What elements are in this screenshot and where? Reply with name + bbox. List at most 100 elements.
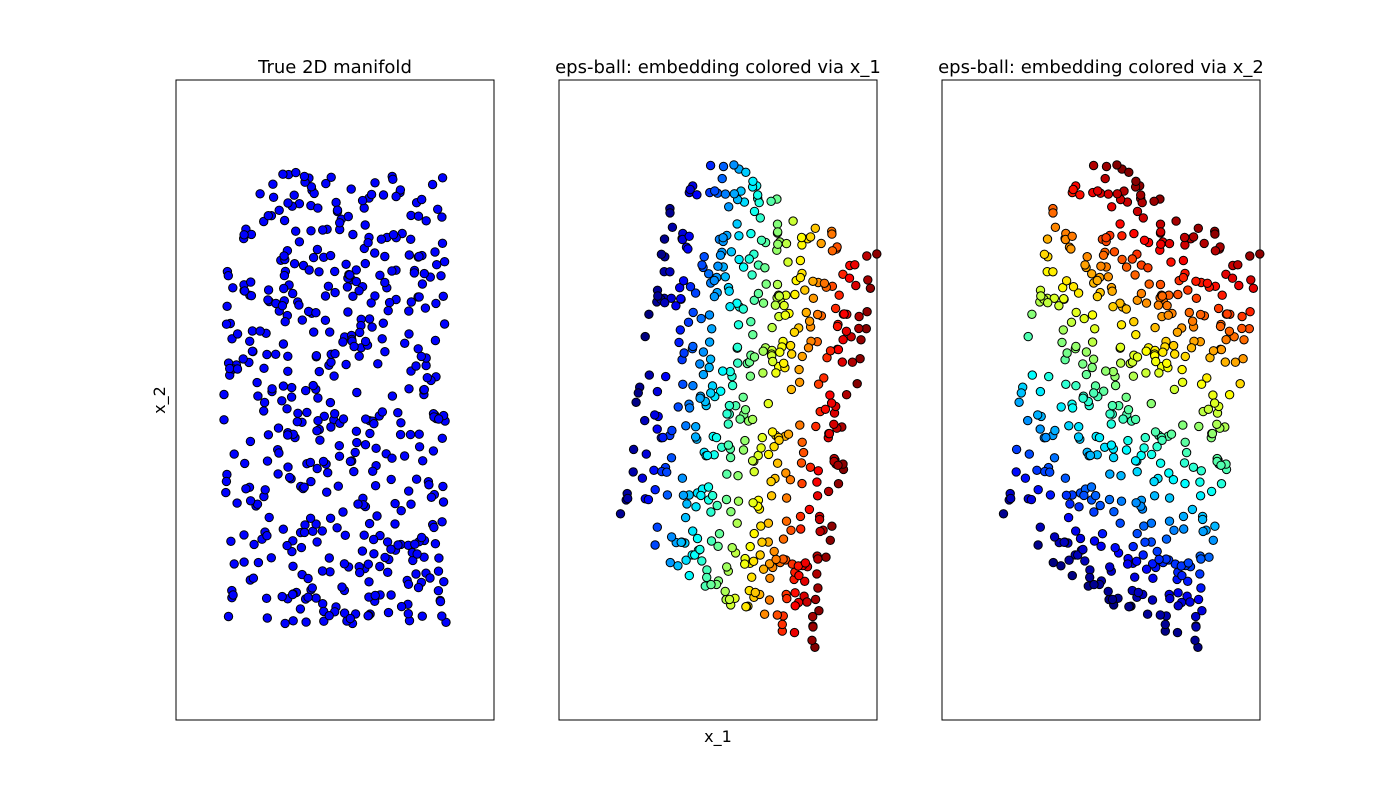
- scatter-point: [1116, 496, 1127, 506]
- scatter-point: [360, 220, 370, 230]
- scatter-point: [1078, 544, 1088, 555]
- scatter-point: [279, 251, 289, 261]
- scatter-point: [396, 506, 406, 516]
- scatter-point: [685, 184, 695, 195]
- scatter-point: [760, 263, 770, 273]
- scatter-point: [1131, 176, 1141, 187]
- scatter-point: [438, 291, 448, 301]
- scatter-point: [652, 386, 663, 397]
- scatter-point: [862, 251, 872, 261]
- scatter-point: [1089, 507, 1099, 517]
- scatter-point: [228, 590, 238, 600]
- scatter-point: [416, 532, 427, 543]
- title-true-manifold: True 2D manifold: [257, 57, 412, 78]
- scatter-point: [437, 433, 447, 443]
- scatter-point: [1078, 393, 1088, 403]
- scatter-point: [696, 313, 706, 324]
- scatter-point: [1079, 490, 1089, 501]
- scatter-point: [789, 327, 800, 337]
- scatter-point: [704, 310, 715, 320]
- scatter-point: [219, 389, 229, 400]
- scatter-point: [1056, 402, 1066, 412]
- scatter-point: [380, 277, 390, 288]
- scatter-point: [688, 381, 698, 391]
- scatter-point: [403, 609, 413, 619]
- scatter-point: [1115, 518, 1125, 528]
- scatter-point: [369, 549, 379, 559]
- scatter-point: [319, 411, 329, 421]
- scatter-point: [676, 294, 686, 304]
- scatter-point: [767, 322, 777, 333]
- scatter-point: [1162, 300, 1172, 311]
- scatter-point: [1116, 320, 1127, 330]
- scatter-point: [278, 169, 288, 179]
- scatter-point: [1058, 283, 1068, 293]
- scatter-point: [758, 298, 769, 308]
- scatter-point: [317, 526, 327, 536]
- scatter-point: [678, 379, 688, 389]
- scatter-point: [790, 601, 800, 611]
- scatter-point: [1154, 368, 1164, 378]
- scatter-point: [740, 559, 750, 569]
- scatter-point: [419, 268, 429, 279]
- scatter-point: [1085, 450, 1096, 461]
- scatter-point: [289, 259, 300, 269]
- scatter-point: [239, 230, 249, 240]
- scatter-point: [1103, 586, 1113, 597]
- scatter-point: [644, 309, 654, 319]
- scatter-point: [1183, 285, 1193, 295]
- scatter-point: [363, 238, 373, 248]
- scatter-point: [812, 491, 823, 501]
- scatter-point: [724, 286, 734, 296]
- scatter-point: [720, 272, 730, 282]
- scatter-point: [404, 486, 414, 496]
- scatter-point: [781, 238, 792, 249]
- scatter-point: [1067, 403, 1078, 413]
- scatter-point: [411, 569, 421, 579]
- scatter-point: [383, 306, 393, 316]
- scatter-point: [278, 524, 288, 534]
- scatter-point: [1197, 606, 1207, 616]
- scatter-point: [1109, 507, 1119, 517]
- scatter-point: [1187, 504, 1198, 515]
- scatter-point: [1066, 317, 1077, 327]
- scatter-point: [695, 393, 705, 403]
- scatter-point: [781, 516, 792, 526]
- scatter-point: [1067, 231, 1077, 242]
- scatter-point: [437, 212, 447, 222]
- scatter-point: [1050, 222, 1061, 233]
- scatter-point: [1216, 479, 1227, 489]
- scatter-point: [772, 610, 782, 620]
- scatter-point: [808, 622, 818, 632]
- scatter-point: [384, 297, 395, 308]
- scatter-point: [338, 507, 348, 517]
- scatter-point: [679, 348, 689, 358]
- scatter-point: [375, 561, 385, 572]
- scatter-point: [319, 616, 329, 626]
- scatter-point: [388, 230, 399, 240]
- scatter-point: [348, 229, 358, 240]
- scatter-point: [650, 540, 660, 550]
- scatter-point: [692, 190, 702, 200]
- scatter-point: [395, 429, 406, 440]
- scatter-point: [1179, 232, 1190, 243]
- scatter-point: [396, 601, 407, 612]
- scatter-point: [1108, 302, 1118, 312]
- scatter-point: [284, 472, 295, 483]
- scatter-point: [1042, 234, 1053, 244]
- scatter-point: [404, 384, 414, 394]
- scatter-point: [1172, 327, 1183, 337]
- scatter-point: [380, 347, 390, 357]
- scatter-point: [331, 197, 341, 208]
- scatter-point: [755, 213, 765, 223]
- scatter-point: [312, 426, 322, 436]
- scatter-point: [261, 593, 272, 603]
- scatter-point: [1180, 351, 1191, 362]
- scatter-point: [255, 189, 265, 199]
- scatter-point: [724, 594, 735, 605]
- scatter-point: [1123, 435, 1133, 446]
- scatter-point: [763, 449, 774, 460]
- scatter-point: [795, 255, 806, 266]
- scatter-point: [790, 289, 800, 300]
- scatter-point: [805, 462, 816, 472]
